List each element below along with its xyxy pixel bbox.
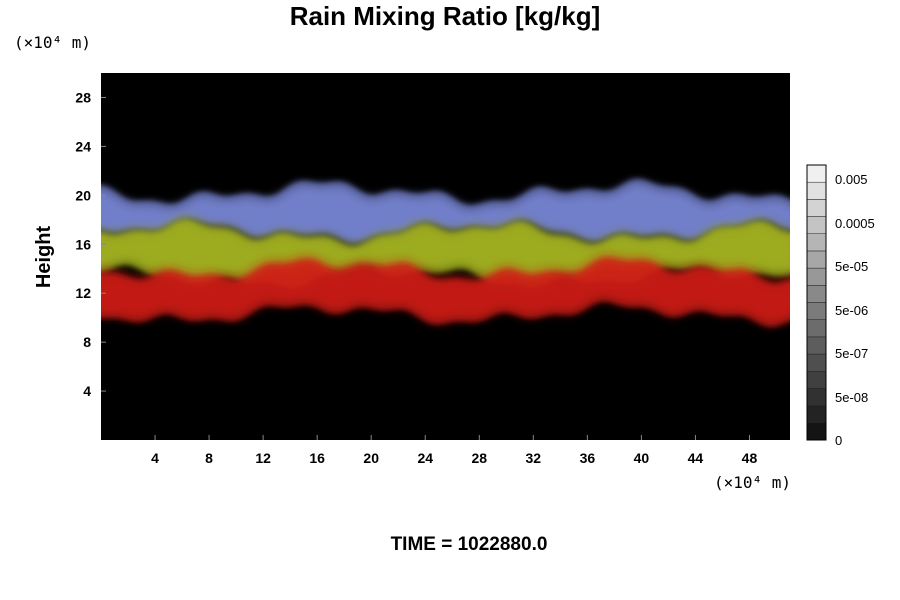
- colorbar-level: [806, 164, 827, 183]
- x-tick-label: 44: [688, 450, 704, 466]
- x-tick-label: 16: [309, 450, 325, 466]
- colorbar-level: [806, 336, 827, 355]
- colorbar-level: [806, 181, 827, 200]
- colorbar: 0.005 0.0005 5e-05 5e-06 5e-07 5e-08 0: [806, 164, 875, 448]
- y-tick-label: 8: [83, 334, 91, 350]
- colorbar-level: [806, 302, 827, 320]
- x-axis-ticks: 4 8 12 16 20 24 28 32 36 40 44 48: [151, 435, 757, 466]
- band-red-texture: [101, 258, 790, 327]
- x-tick-label: 24: [417, 450, 433, 466]
- y-axis-label: Height: [33, 226, 55, 289]
- colorbar-level: [806, 267, 827, 286]
- x-axis-unit: (×10⁴ m): [714, 473, 791, 492]
- colorbar-level: [806, 353, 827, 372]
- colorbar-level: [806, 371, 827, 389]
- colorbar-tick-label: 0: [835, 433, 842, 448]
- x-tick-label: 28: [471, 450, 487, 466]
- y-axis-ticks: 4 8 12 16 20 24 28: [75, 89, 106, 399]
- chart-title: Rain Mixing Ratio [kg/kg]: [290, 1, 601, 31]
- x-tick-label: 32: [526, 450, 542, 466]
- colorbar-level: [806, 250, 827, 269]
- y-tick-label: 20: [75, 187, 91, 203]
- time-label: TIME = 1022880.0: [391, 534, 548, 555]
- plot-area: [101, 73, 790, 440]
- colorbar-tick-label: 5e-06: [835, 303, 868, 318]
- x-tick-label: 20: [363, 450, 379, 466]
- x-tick-label: 12: [255, 450, 271, 466]
- x-tick-label: 36: [580, 450, 596, 466]
- y-tick-label: 24: [75, 138, 91, 154]
- colorbar-level: [806, 422, 827, 441]
- colorbar-tick-label: 5e-07: [835, 346, 868, 361]
- colorbar-level: [806, 233, 827, 252]
- colorbar-level: [806, 216, 827, 234]
- colorbar-tick-label: 0.0005: [835, 216, 875, 231]
- x-tick-label: 8: [205, 450, 213, 466]
- data-bands: [101, 178, 790, 327]
- colorbar-level: [806, 319, 827, 338]
- y-tick-label: 12: [75, 285, 91, 301]
- colorbar-frame: [806, 164, 827, 441]
- colorbar-level: [806, 285, 827, 303]
- colorbar-level: [806, 199, 827, 217]
- y-tick-label: 28: [75, 89, 91, 105]
- colorbar-level: [806, 388, 827, 406]
- y-tick-label: 4: [83, 383, 91, 399]
- y-axis-unit: (×10⁴ m): [14, 33, 91, 52]
- x-tick-label: 48: [742, 450, 758, 466]
- colorbar-tick-label: 0.005: [835, 172, 868, 187]
- y-tick-label: 16: [75, 236, 91, 252]
- colorbar-level: [806, 405, 827, 424]
- x-tick-label: 40: [634, 450, 650, 466]
- x-tick-label: 4: [151, 450, 159, 466]
- colorbar-tick-label: 5e-08: [835, 390, 868, 405]
- band-blue-texture: [101, 178, 790, 242]
- colorbar-tick-label: 5e-05: [835, 259, 868, 274]
